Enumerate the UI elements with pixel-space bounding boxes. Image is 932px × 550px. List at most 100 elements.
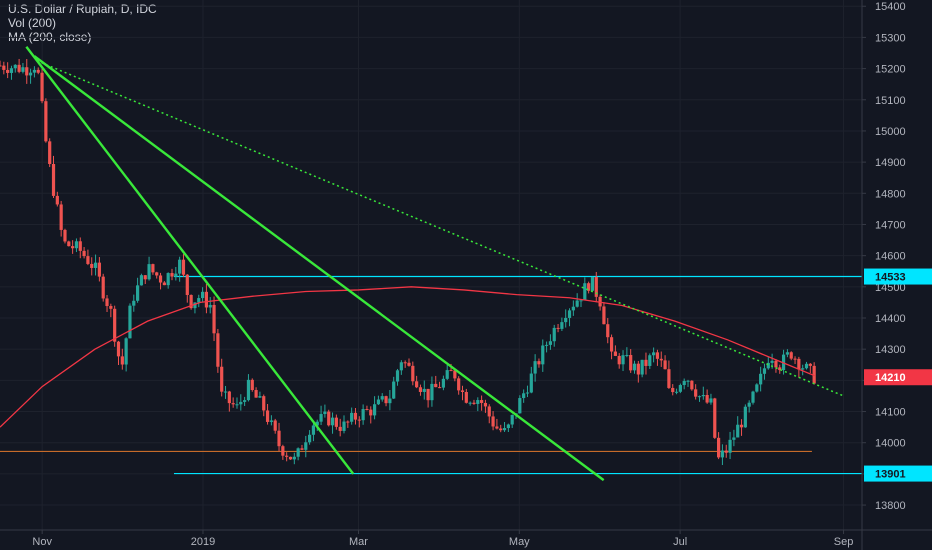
- candle-body: [170, 273, 174, 277]
- candle-body: [97, 262, 101, 277]
- candle-body: [105, 298, 109, 307]
- candle-body: [143, 275, 147, 280]
- candle-body: [571, 306, 575, 311]
- candle-body: [518, 398, 522, 414]
- candle-body: [13, 64, 17, 69]
- candle-body: [739, 424, 744, 428]
- candle-body: [338, 426, 342, 431]
- candle-body: [17, 64, 21, 72]
- candle-body: [667, 369, 671, 388]
- candle-body: [258, 396, 262, 398]
- candle-body: [227, 391, 231, 404]
- candle-body: [590, 276, 595, 291]
- candle-body: [55, 195, 59, 205]
- candle-body: [789, 352, 793, 359]
- price-badges: 14533 14210 13901: [864, 268, 932, 482]
- candle-body: [575, 300, 579, 307]
- candle-body: [762, 368, 767, 374]
- trend-line: [25, 46, 355, 475]
- candle-body: [101, 276, 105, 299]
- candle-body: [369, 409, 373, 416]
- candle-body: [583, 283, 587, 301]
- price-badge: [864, 369, 932, 386]
- candle-body: [659, 358, 663, 361]
- candle-body: [216, 333, 220, 367]
- candle-body: [139, 275, 144, 286]
- candle-body: [136, 285, 140, 301]
- candle-body: [243, 400, 247, 402]
- candle-body: [204, 291, 209, 308]
- candle-body: [308, 434, 312, 443]
- candle-body: [6, 69, 10, 73]
- candle-body: [678, 385, 682, 392]
- candle-body: [315, 421, 319, 426]
- candle-body: [93, 262, 98, 268]
- candle-body: [453, 370, 457, 379]
- candle-body: [747, 402, 751, 407]
- price-badge-label: 14210: [875, 372, 906, 384]
- candle-body: [529, 373, 533, 393]
- candle-body: [67, 241, 71, 247]
- price-tick-label: 14500: [875, 282, 906, 294]
- candle-body: [296, 448, 300, 457]
- candle-body: [556, 327, 560, 329]
- time-tick-label: May: [509, 536, 530, 548]
- candle-body: [617, 355, 621, 365]
- candle-body: [709, 398, 713, 403]
- candle-body: [120, 356, 124, 365]
- candle-body: [277, 430, 281, 447]
- candle-body: [686, 380, 690, 382]
- candle-body: [265, 410, 270, 422]
- candle-body: [269, 420, 273, 422]
- candle-body: [415, 381, 419, 388]
- grid: [0, 0, 862, 530]
- candle-body: [124, 338, 128, 365]
- price-badge-label: 14533: [875, 272, 906, 284]
- candle-body: [770, 360, 774, 363]
- time-tick-label: Jul: [673, 536, 687, 548]
- candle-body: [411, 365, 415, 382]
- candle-body: [392, 381, 396, 399]
- price-tick-label: 13800: [875, 500, 906, 512]
- candle-body: [223, 391, 228, 393]
- candle-body: [388, 398, 392, 404]
- candle-body: [778, 367, 782, 371]
- time-axis[interactable]: Nov 2019 Mar May Jul Sep: [32, 530, 853, 548]
- candle-body: [743, 406, 747, 428]
- candle-body: [262, 396, 266, 411]
- candle-body: [476, 400, 480, 404]
- candle-body: [690, 380, 694, 390]
- candle-body: [510, 415, 514, 425]
- candle-body: [564, 317, 568, 323]
- candle-body: [197, 298, 201, 303]
- price-tick-label: 14300: [875, 344, 906, 356]
- trend-line: [36, 60, 844, 397]
- candle-body: [181, 259, 186, 275]
- candle-body: [785, 352, 789, 355]
- price-axis[interactable]: 1380013900140001410014200143001440014500…: [862, 1, 906, 512]
- price-tick-label: 15300: [875, 32, 906, 44]
- candle-body: [250, 379, 254, 391]
- candle-body: [716, 437, 721, 458]
- candle-body: [652, 352, 656, 356]
- candle-body: [759, 373, 763, 385]
- candle-body: [63, 229, 67, 242]
- price-tick-label: 14700: [875, 219, 906, 231]
- candle-body: [113, 308, 117, 342]
- candle-body: [346, 421, 350, 423]
- candle-body: [674, 391, 679, 393]
- candle-body: [239, 401, 243, 405]
- candle-body: [174, 273, 178, 277]
- candle-body: [625, 354, 629, 356]
- candle-body: [502, 428, 507, 431]
- candle-body: [606, 324, 610, 338]
- candle-body: [200, 291, 205, 299]
- candle-body: [193, 302, 197, 309]
- candle-body: [342, 421, 346, 431]
- candle-body: [437, 387, 442, 389]
- candle-body: [621, 355, 625, 365]
- candle-body: [281, 446, 285, 456]
- candle-body: [701, 395, 705, 397]
- candle-body: [327, 411, 331, 426]
